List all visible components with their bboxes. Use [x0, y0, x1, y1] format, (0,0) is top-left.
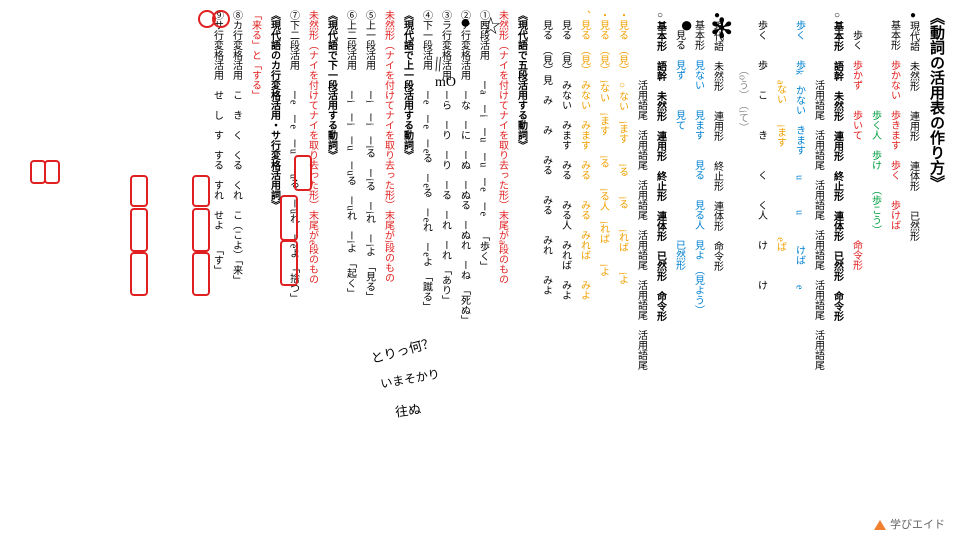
kahen-r2: ⑨サ行変格活用 せ し す する すれ せよ 「す」 [211, 10, 224, 510]
annot-box2 [280, 195, 298, 241]
sec2-header: ●現代語 未然形 連用形 終止形 連体形 命令形 [711, 10, 724, 510]
tbl1-r2: aない iます eば [774, 10, 787, 510]
sec1-l1b: 歩く人 歩け （歩こう） [869, 10, 882, 510]
tbl2-hdr: ○基本形 語幹 未然形 連用形 終止形 連体形 已然形 命令形 [654, 10, 667, 510]
sec1-l1: 基本形 歩かない 歩きます 歩く 歩けば [888, 10, 901, 510]
logo: 学びエイド [874, 516, 945, 532]
sec1-l2: 歩く 歩かず 歩いて 命令形 [850, 10, 863, 510]
annot-box11 [44, 160, 60, 184]
tbl1-r4: （oう） （iて） [736, 10, 749, 510]
tbl2-r3: 、見る （見） みない みます みる みる みれば みよ [578, 10, 591, 510]
annot-box3 [280, 240, 298, 286]
tbl2-r5: 見る （見）見 み み みる みる みれ みよ [540, 10, 553, 510]
annot-box4 [192, 175, 210, 207]
hand-star1: ✻ [710, 12, 733, 46]
annot-box7 [130, 175, 148, 207]
hand-mO: mO [435, 75, 456, 91]
sec1-header: ●現代語 未然形 連用形 連体形 已然形 [907, 10, 920, 510]
annot-box1 [294, 155, 312, 191]
kami-hdr: 《現代語で上一段活用する動詞》 [401, 10, 414, 510]
sec2-l1: 基本形 見ない 見ます 見る 見る人 見よ （見よう） [692, 10, 705, 510]
kahen-hdr: 《現代語のカ行変格活用・サ行変格活用詞》 [268, 10, 281, 510]
sec2-l2: 見る 見ず 見て 已然形 [673, 10, 686, 510]
shimo-mizen: 未然形（ナイを付けてナイを取り去った形）末尾がe段のもの [306, 10, 319, 510]
tbl1-sub: 活用語尾 活用語尾 活用語尾 活用語尾 活用語尾 活用語尾 [812, 10, 825, 510]
shimo-hdr: 《現代語で下一段活用する動詞》 [325, 10, 338, 510]
godan-r1: ①四段活用 ーa ーi ーu ーu ーe ーe 「歩く」 [477, 10, 490, 510]
godan-r2: ②ナ行変格活用 ーな ーに ーぬ ーぬる ーぬれ ーね 「死ぬ」 [458, 10, 471, 510]
tbl2-sub: 活用語尾 活用語尾 活用語尾 活用語尾 活用語尾 活用語尾 [635, 10, 648, 510]
kami-mizen: 未然形（ナイを付けてナイを取り去った形）末尾がi段のもの [382, 10, 395, 510]
kahen-r1: ⑧カ行変格活用 こ き く くる くれ こ（こよ）「来」 [230, 10, 243, 510]
godan-hdr: 《現代語で五段活用する動詞》 [515, 10, 528, 510]
annot-box6 [192, 252, 210, 296]
hand-star2: ☆ [480, 12, 502, 41]
annot-box9 [130, 252, 148, 296]
kami-r1: ⑤上一段活用 ーi ーi ーiる ーiる ーiれ ーiよ 「見る」 [363, 10, 376, 510]
title: 《動詞の活用表の作り方》 [926, 10, 946, 510]
tbl1-r1: 歩く 歩k かない きます u u けば e [793, 10, 806, 510]
hand-circle1: ● [680, 12, 693, 38]
kami-r2: ⑥上二段活用 ーi ーi ーu ーuる ーuれ ーiよ 「起く」 [344, 10, 357, 510]
logo-icon [874, 520, 886, 530]
annot-box8 [130, 208, 148, 252]
tbl1-r3: 歩く 歩 こ き く く人 け け [755, 10, 768, 510]
annot-circle2 [212, 10, 230, 28]
annot-box5 [192, 208, 210, 252]
tbl2-r1: ・見る （見） ○ない iます iる iる iれば iよ [616, 10, 629, 510]
godan-r4: ④下一段活用 ーe ーe ーeる ーeる ーeれ ーeよ 「蹴る」 [420, 10, 433, 510]
hand-note3: 往ぬ [394, 398, 422, 420]
tbl2-r4: 見る （見） みない みます みる みる人 みれば みよ [559, 10, 572, 510]
godan-mizen: 未然形（ナイを付けてナイを取り去った形）末尾がa段のもの [496, 10, 509, 510]
tbl2-r2: ・見る （見） iない iます iる iる人 iれば iよ [597, 10, 610, 510]
kahen-sub: 「来る」と「する」 [249, 10, 262, 510]
tbl1-hdr: ○基本形 語幹 未然形 連用形 終止形 連体形 已然形 命令形 [831, 10, 844, 510]
hand-circle2: ● [460, 12, 471, 33]
